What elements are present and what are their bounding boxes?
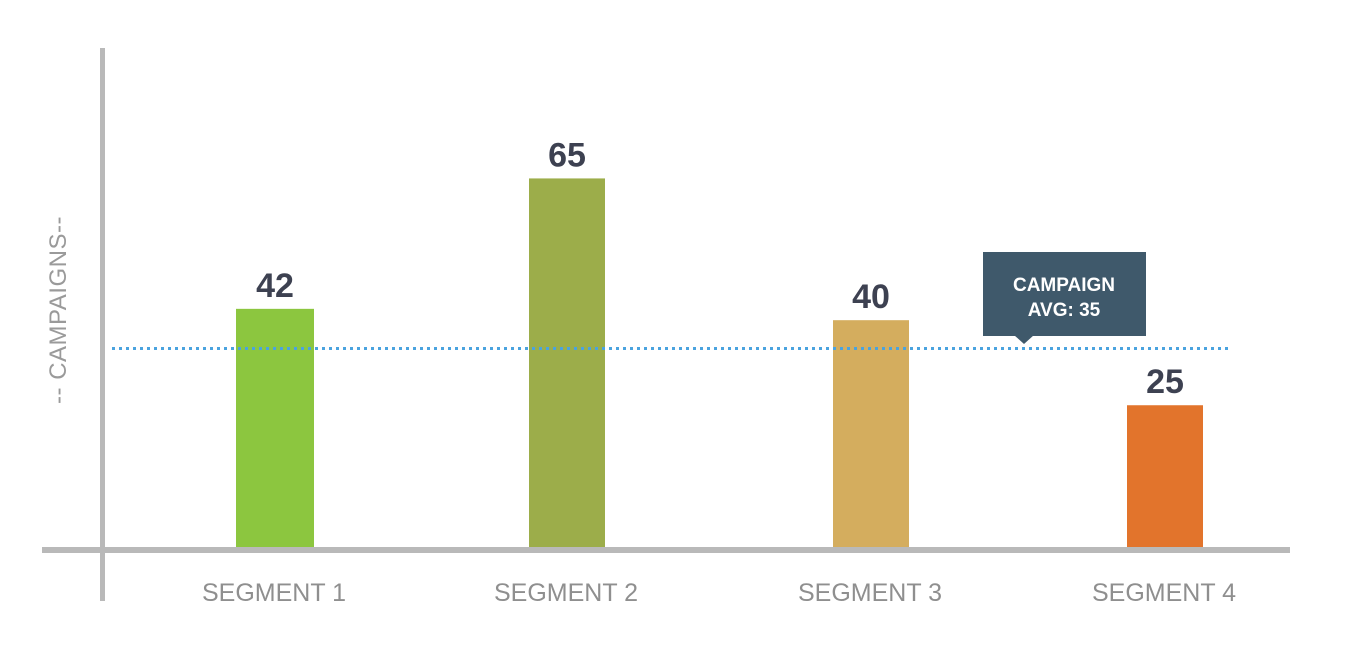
labels-layer: 42 SEGMENT 1 65 SEGMENT 2 40 SEGMENT 3 25 SEGME… (202, 136, 1236, 607)
data-label-segment-2: 65 (548, 136, 586, 174)
average-callout-title: CAMPAIGN (1013, 275, 1115, 296)
y-axis-label: -- CAMPAIGNS-- (45, 216, 72, 404)
y-axis-line (100, 48, 105, 601)
data-label-segment-1: 42 (256, 267, 294, 305)
x-axis-line (42, 547, 1290, 553)
average-callout-pointer (1014, 335, 1034, 344)
average-callout-box (983, 252, 1146, 336)
average-callout-value: AVG: 35 (1028, 300, 1101, 321)
data-label-segment-4: 25 (1146, 363, 1184, 401)
x-tick-label-segment-1: SEGMENT 1 (202, 579, 346, 607)
bar-segment-1 (236, 308, 314, 547)
x-tick-label-segment-4: SEGMENT 4 (1092, 579, 1236, 607)
average-callout: CAMPAIGN AVG: 35 (983, 252, 1146, 344)
x-tick-label-segment-3: SEGMENT 3 (798, 579, 942, 607)
data-label-segment-3: 40 (852, 278, 890, 316)
x-tick-label-segment-2: SEGMENT 2 (494, 579, 638, 607)
bars-layer (236, 178, 1203, 547)
bar-segment-3 (833, 320, 909, 547)
bar-segment-2 (529, 178, 605, 547)
bar-segment-4 (1127, 405, 1203, 547)
